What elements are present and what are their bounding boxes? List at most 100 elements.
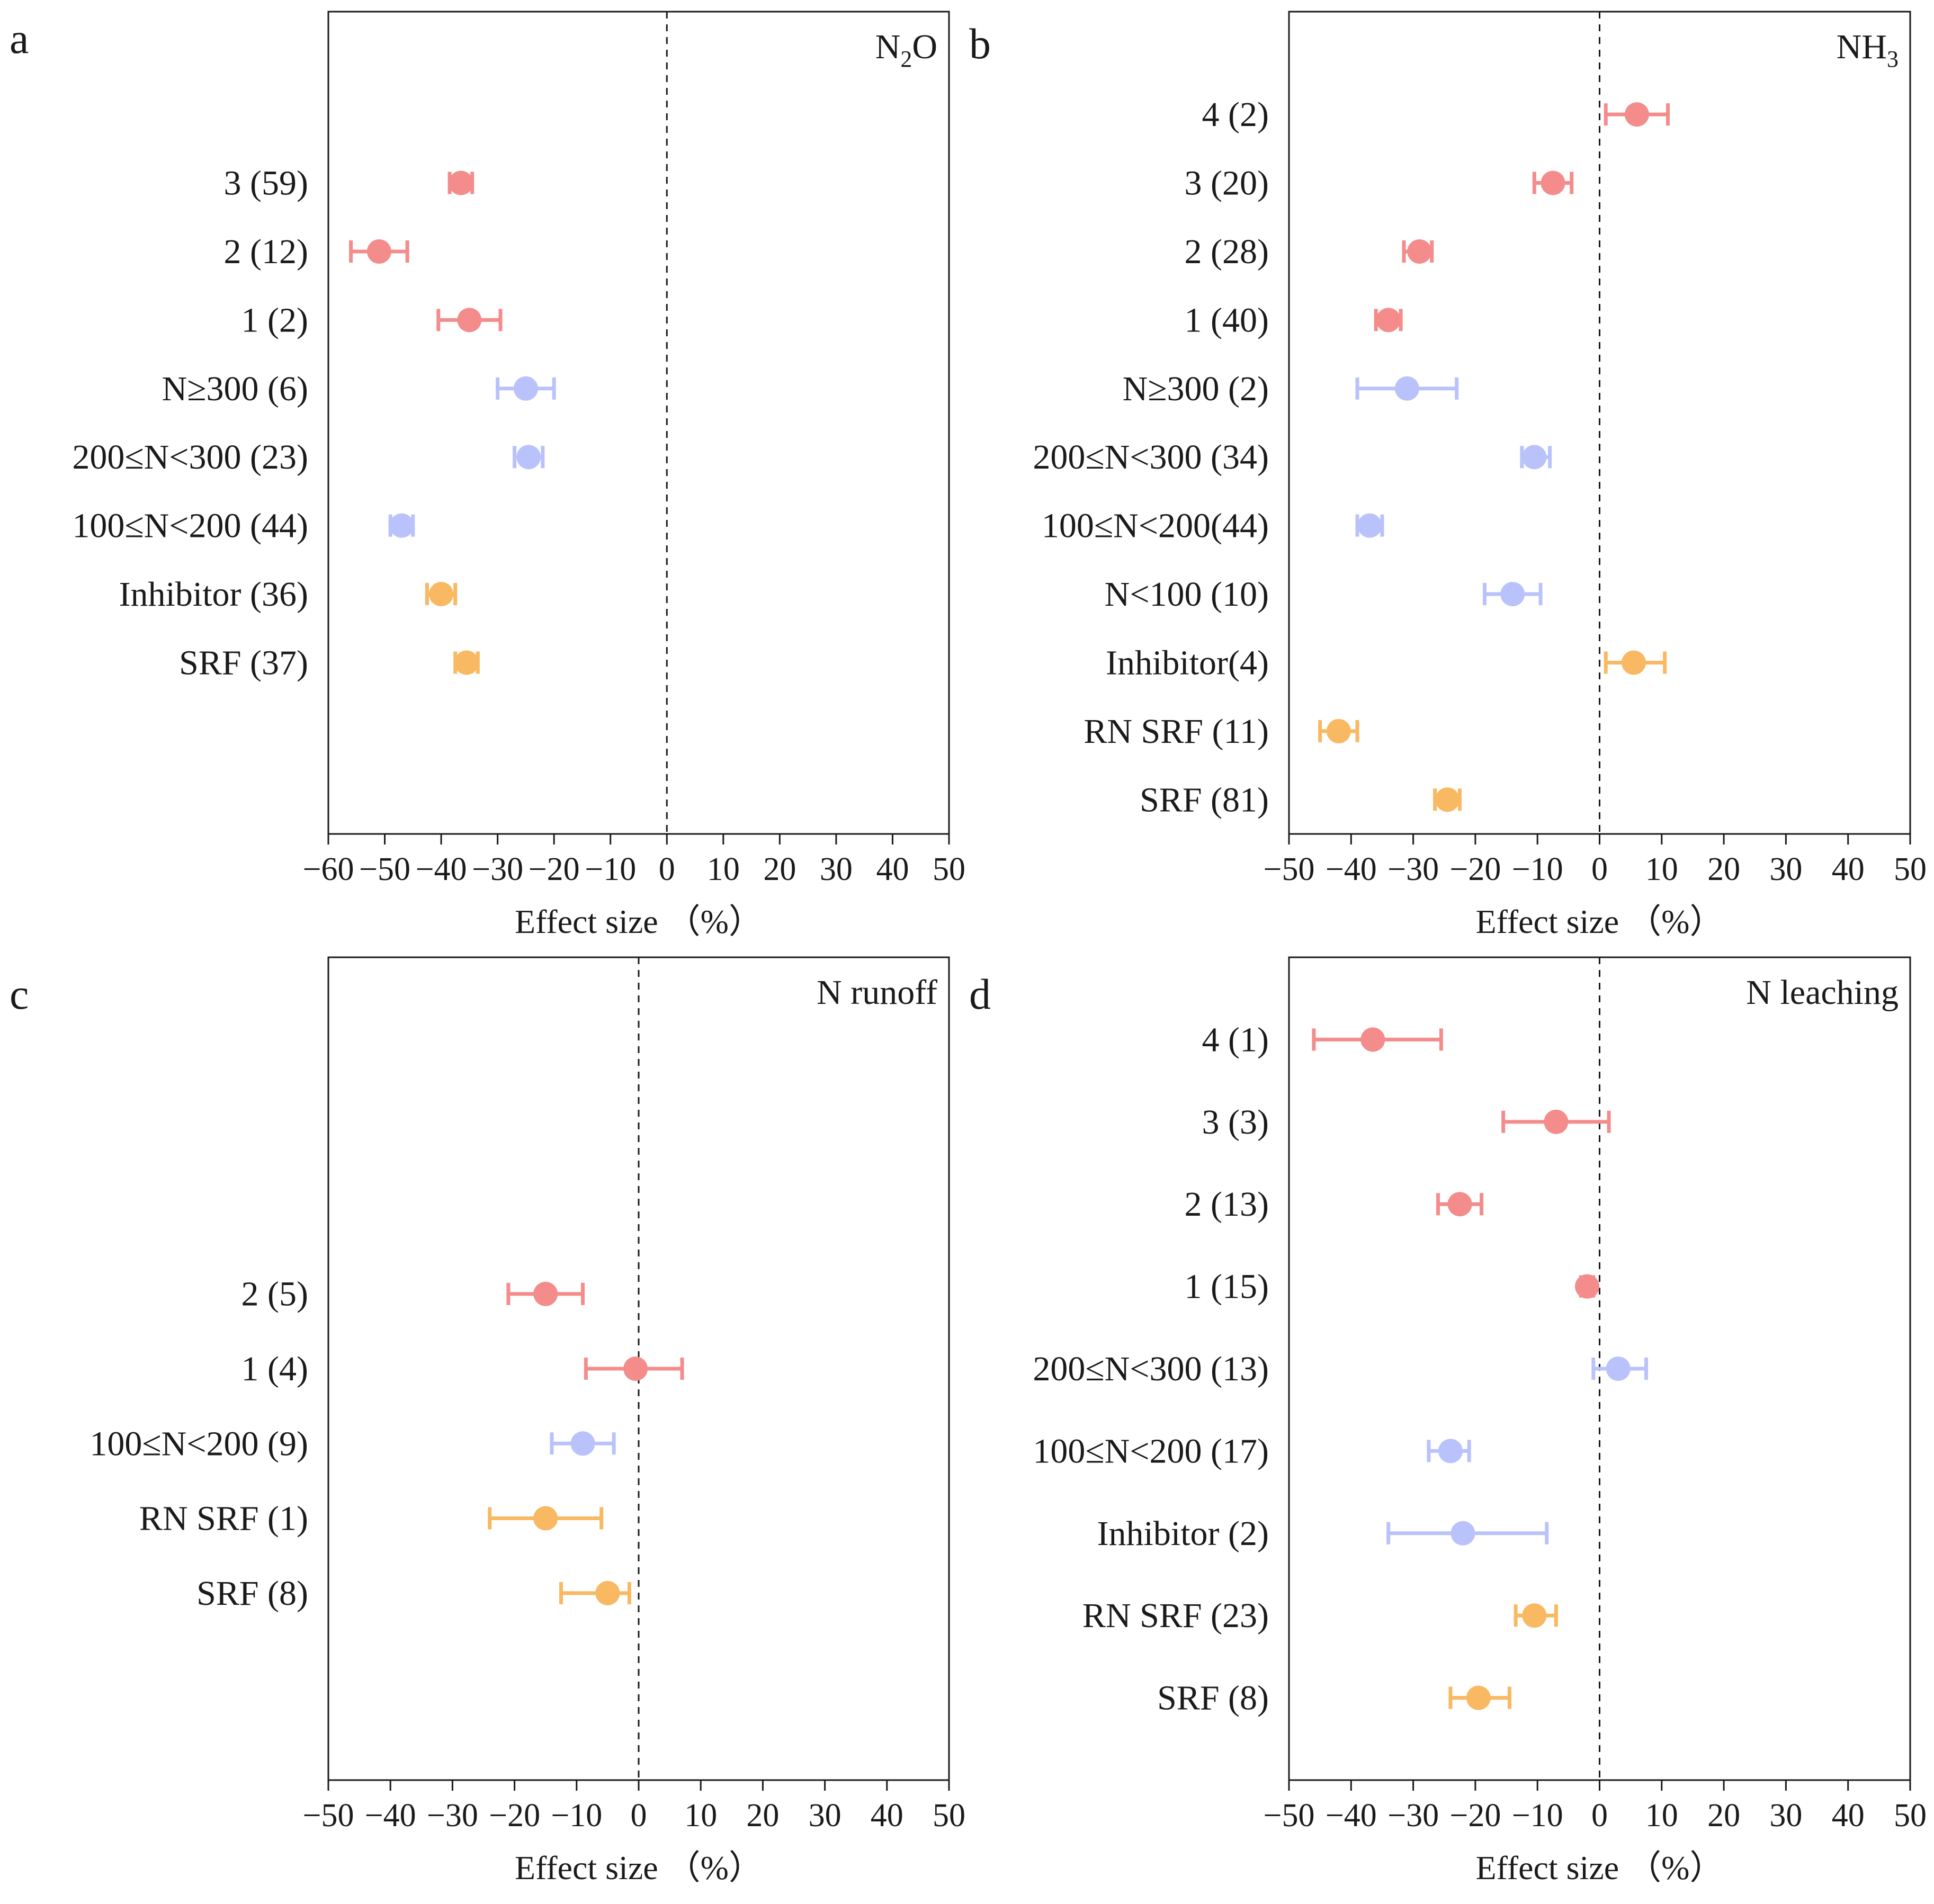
effect-size-marker xyxy=(1544,1109,1569,1134)
effect-size-marker xyxy=(533,1281,558,1306)
x-axis-label: Effect size （%） xyxy=(515,1849,763,1887)
data-point: 1 (15) xyxy=(1185,1268,1600,1306)
effect-size-marker xyxy=(1466,1685,1491,1710)
x-tick-label: 0 xyxy=(631,1798,647,1834)
category-label: SRF (8) xyxy=(196,1574,308,1613)
x-tick-label: 10 xyxy=(1645,851,1678,887)
x-tick-label: 30 xyxy=(809,1798,841,1834)
data-point: SRF (37) xyxy=(179,643,480,682)
category-label: Inhibitor (2) xyxy=(1097,1514,1269,1553)
panel-title: N2O xyxy=(875,28,937,72)
data-point: SRF (81) xyxy=(1140,780,1462,819)
effect-size-marker xyxy=(457,308,482,333)
effect-size-marker xyxy=(1500,582,1525,607)
x-tick-label: −30 xyxy=(472,851,523,887)
data-point: 100≤N<200 (9) xyxy=(89,1424,616,1463)
data-point: 3 (3) xyxy=(1202,1103,1611,1142)
category-label: 2 (28) xyxy=(1185,232,1269,271)
data-point: 3 (20) xyxy=(1185,164,1574,203)
data-point: 200≤N<300 (23) xyxy=(72,438,545,477)
category-label: 100≤N<200 (44) xyxy=(72,507,308,545)
category-label: Inhibitor (36) xyxy=(119,575,308,614)
x-tick-label: −30 xyxy=(1387,851,1439,887)
plot-frame xyxy=(327,11,950,835)
effect-size-marker xyxy=(1394,376,1419,401)
effect-size-marker xyxy=(513,376,538,401)
panel-d: d N leaching −50 −40 −30 −20 −10 0 10 20 30 40 50 Eff… xyxy=(969,956,1927,1887)
category-label: 3 (20) xyxy=(1185,164,1269,203)
x-tick-label: 0 xyxy=(1591,1798,1608,1834)
x-tick-label: −40 xyxy=(365,1798,416,1834)
effect-size-marker xyxy=(533,1506,558,1531)
data-point: RN SRF (1) xyxy=(139,1499,604,1538)
x-tick-label: −20 xyxy=(489,1798,540,1834)
x-tick-label: −40 xyxy=(1326,1798,1377,1834)
category-label: 2 (12) xyxy=(224,232,308,271)
x-tick-label: −20 xyxy=(1449,1798,1501,1834)
effect-size-marker xyxy=(595,1580,620,1605)
effect-size-marker xyxy=(623,1357,648,1381)
x-tick-label: −50 xyxy=(1264,851,1315,887)
effect-size-marker xyxy=(1541,170,1565,195)
x-tick-label: −20 xyxy=(1449,851,1501,887)
category-label: SRF (8) xyxy=(1157,1679,1269,1718)
data-point: Inhibitor(4) xyxy=(1106,643,1667,682)
effect-size-marker xyxy=(429,582,454,607)
effect-size-marker xyxy=(1447,1192,1472,1217)
data-point: 4 (2) xyxy=(1202,95,1670,134)
x-axis-label: Effect size （%） xyxy=(1476,903,1724,940)
data-point: 4 (1) xyxy=(1202,1020,1443,1059)
x-tick-label: −50 xyxy=(303,1798,354,1834)
data-point: Inhibitor (36) xyxy=(119,575,458,614)
x-tick-label: −30 xyxy=(1387,1798,1439,1834)
category-label: RN SRF (11) xyxy=(1084,712,1269,751)
effect-size-marker xyxy=(1522,445,1547,470)
data-point: Inhibitor (2) xyxy=(1097,1514,1549,1553)
category-label: 200≤N<300 (23) xyxy=(72,438,308,477)
effect-size-marker xyxy=(1624,102,1649,127)
panel-title: N leaching xyxy=(1746,973,1899,1012)
data-point: 3 (59) xyxy=(224,164,474,203)
x-axis-label: Effect size （%） xyxy=(1476,1849,1724,1887)
data-point: RN SRF (23) xyxy=(1082,1596,1558,1635)
category-label: N≥300 (6) xyxy=(162,370,308,408)
effect-size-marker xyxy=(454,650,479,675)
category-label: RN SRF (23) xyxy=(1082,1596,1269,1635)
data-point: 100≤N<200 (17) xyxy=(1033,1432,1471,1470)
category-label: 2 (5) xyxy=(241,1275,308,1314)
effect-size-marker xyxy=(1622,650,1646,675)
data-point: N≥300 (6) xyxy=(162,370,556,408)
data-point: 2 (12) xyxy=(224,232,409,271)
x-tick-label: 50 xyxy=(933,851,965,887)
x-tick-label: 20 xyxy=(746,1798,779,1834)
effect-size-marker xyxy=(1360,1027,1385,1052)
effect-size-marker xyxy=(1357,513,1382,538)
category-label: Inhibitor(4) xyxy=(1106,643,1269,682)
category-label: 3 (3) xyxy=(1202,1103,1269,1142)
x-tick-label: 0 xyxy=(1591,851,1608,887)
category-label: 1 (15) xyxy=(1185,1268,1269,1306)
data-point: N≥300 (2) xyxy=(1123,370,1459,408)
data-point: 200≤N<300 (34) xyxy=(1033,438,1552,477)
panel-title: NH3 xyxy=(1837,28,1899,72)
category-label: 100≤N<200 (17) xyxy=(1033,1432,1269,1470)
category-label: 3 (59) xyxy=(224,164,308,203)
x-tick-label: −10 xyxy=(551,1798,602,1834)
effect-size-marker xyxy=(389,513,414,538)
category-label: 1 (4) xyxy=(241,1350,308,1388)
x-tick-label: −30 xyxy=(427,1798,478,1834)
x-tick-label: −60 xyxy=(303,851,354,887)
effect-size-marker xyxy=(1376,308,1401,333)
x-tick-label: 10 xyxy=(684,1798,717,1834)
data-point: 1 (2) xyxy=(241,301,503,339)
category-label: 1 (2) xyxy=(241,301,308,339)
x-tick-label: 40 xyxy=(876,851,909,887)
x-tick-label: −20 xyxy=(529,851,580,887)
x-tick-label: 50 xyxy=(1894,851,1927,887)
x-tick-label: −10 xyxy=(1512,1798,1563,1834)
effect-size-marker xyxy=(366,239,391,264)
data-point: 2 (5) xyxy=(241,1275,585,1314)
category-label: 200≤N<300 (13) xyxy=(1033,1350,1269,1388)
effect-size-marker xyxy=(1407,239,1432,264)
